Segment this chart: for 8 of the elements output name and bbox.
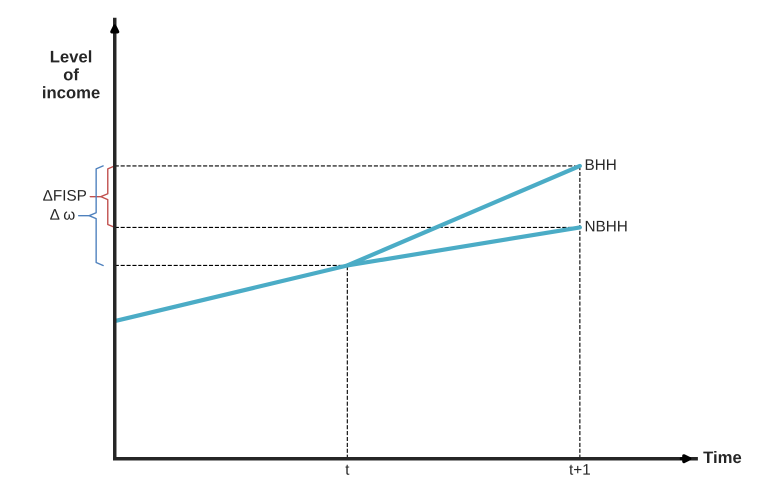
text: Time: [703, 450, 742, 464]
x-tick-label: t+1: [569, 464, 590, 475]
series-label: NBHH: [586, 220, 627, 232]
x-tick-label: t: [345, 464, 350, 475]
series-label: BHH: [586, 159, 616, 170]
text: Δ ω: [50, 209, 75, 220]
y-axis-title: Level of income: [43, 50, 100, 98]
text: ΔFISP: [43, 190, 86, 201]
